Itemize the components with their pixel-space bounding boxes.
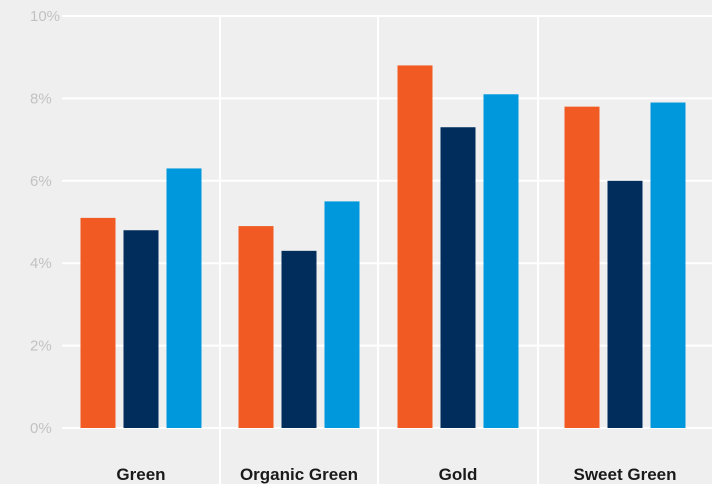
y-tick-label: 2% [30,338,52,355]
y-tick-label: 0% [30,420,52,437]
x-category-label: Sweet Green [574,465,677,484]
bar-sweet-green-series-2 [607,180,643,428]
y-tick-label: 8% [30,90,52,107]
y-tick-label: 6% [30,173,52,190]
bar-green-series-3 [166,168,202,428]
bar-organic-green-series-1 [238,226,274,428]
x-category-label: Gold [439,465,478,484]
y-tick-label: 4% [30,255,52,272]
bar-green-series-2 [123,230,159,428]
bar-green-series-1 [80,217,116,428]
x-category-label: Green [116,465,165,484]
bar-gold-series-3 [483,94,519,428]
bar-sweet-green-series-1 [564,106,600,428]
bar-organic-green-series-3 [324,201,360,428]
x-category-label: Organic Green [240,465,358,484]
bar-organic-green-series-2 [281,250,317,428]
bar-sweet-green-series-3 [650,102,686,429]
bar-gold-series-2 [440,127,476,429]
bar-gold-series-1 [397,65,433,428]
y-tick-label: 10% [30,8,60,25]
